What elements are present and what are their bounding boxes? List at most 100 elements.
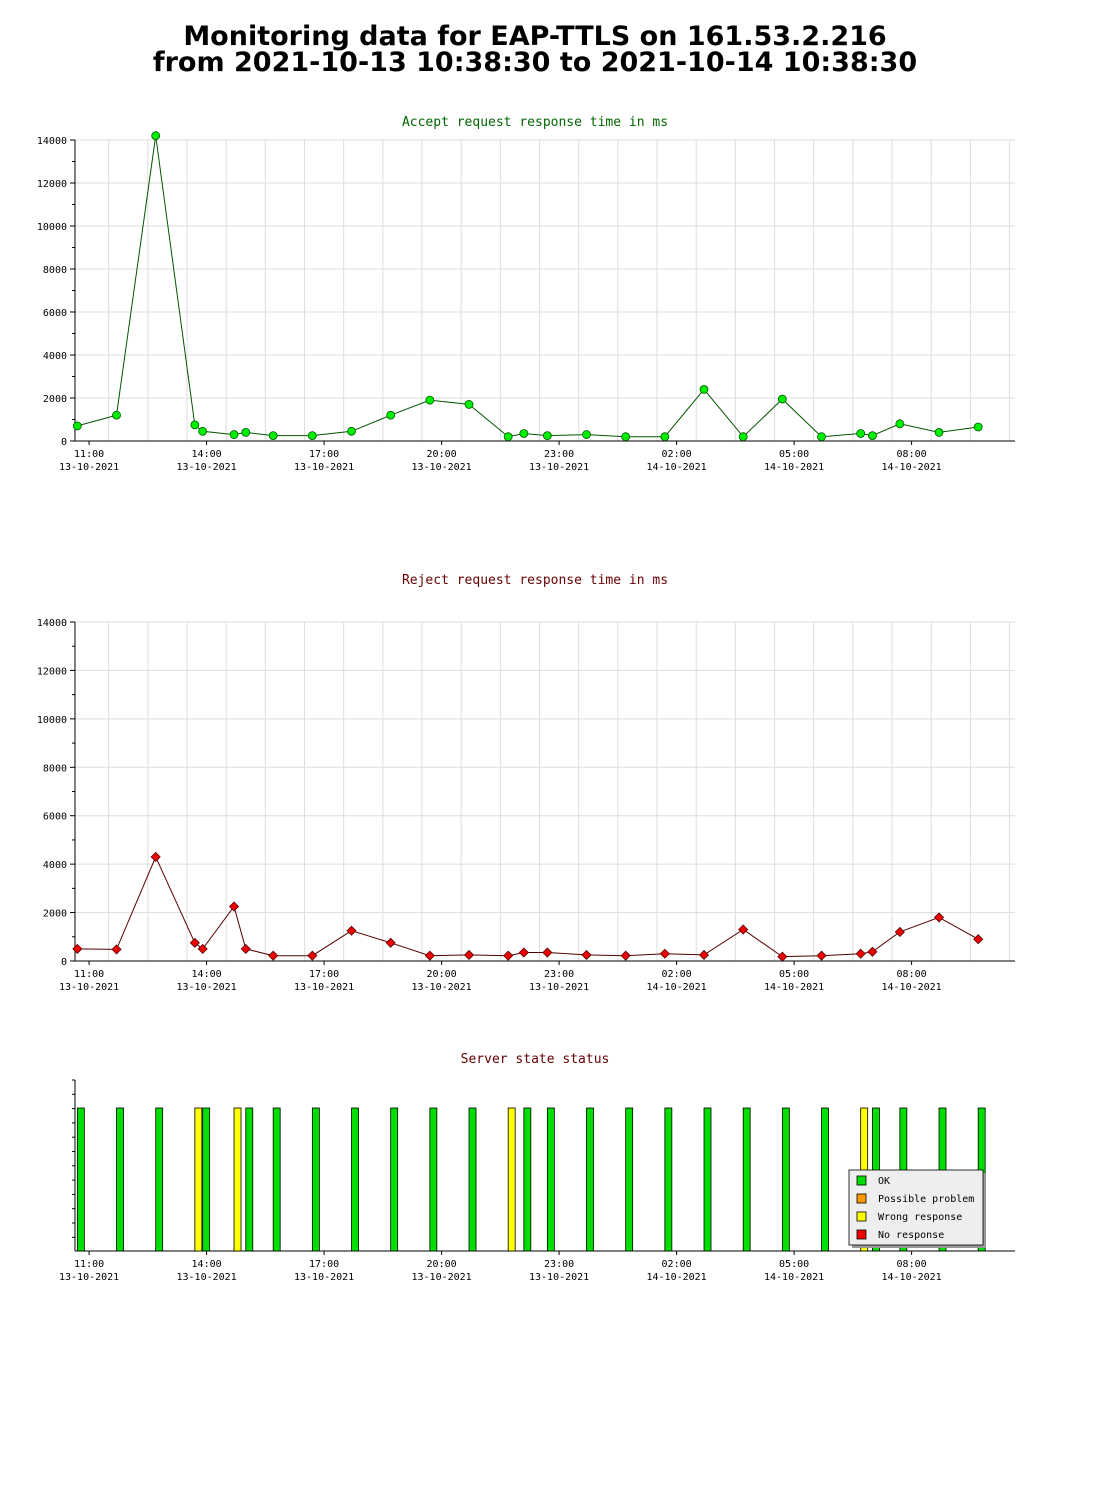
accept-data-point [973,422,983,432]
legend-label: Wrong response [878,1212,962,1223]
reject-data-point [894,926,905,938]
reject-x-tick-label: 20:00 [427,969,457,980]
status-bar [351,1107,359,1252]
status-bar [272,1107,281,1252]
reject-data-point [240,943,251,954]
legend-box [848,1169,984,1246]
accept-data-point [241,427,251,437]
status-bar [155,1107,164,1252]
accept-data-point [72,421,82,431]
status-bar [390,1107,399,1252]
status-x-tick-label: 17:00 [309,1259,339,1270]
reject-y-tick-label: 0 [61,957,67,968]
status-bar [546,1107,555,1252]
accept-data-point [425,395,435,405]
accept-x-tick-date: 13-10-2021 [294,462,354,473]
status-bar [429,1107,438,1252]
reject-x-tick-label: 23:00 [544,969,574,980]
status-bar [233,1107,242,1252]
status-bar [116,1107,124,1252]
status-bar [76,1107,85,1252]
status-x-tick-label: 11:00 [74,1259,104,1270]
reject-data-point [463,949,475,961]
accept-data-point [519,429,529,438]
reject-data-point [518,947,529,958]
accept-data-point [542,431,552,441]
accept-x-tick-date: 14-10-2021 [881,462,941,473]
accept-y-tick-label: 4000 [43,351,67,362]
status-x-tick-date: 13-10-2021 [411,1272,471,1283]
accept-data-point [198,426,208,436]
accept-x-tick-label: 17:00 [309,449,339,460]
status-bar [523,1107,532,1252]
reject-data-point [867,946,878,957]
status-bar [664,1107,673,1252]
reject-y-tick-label: 8000 [43,763,67,774]
reject-y-tick-label: 6000 [43,812,67,823]
status-bar [625,1107,634,1252]
accept-data-point [817,432,826,442]
accept-data-point [777,394,787,404]
status-x-tick-label: 02:00 [662,1259,692,1270]
reject-data-point [503,950,514,961]
reject-data-point [659,948,670,959]
accept-series-line [77,135,979,438]
status-bar [245,1107,254,1252]
reject-data-point [816,950,827,961]
reject-data-point [346,925,357,936]
legend-swatch [856,1193,867,1204]
status-x-tick-date: 13-10-2021 [176,1272,236,1283]
reject-x-tick-label: 17:00 [309,969,339,980]
status-bar [507,1107,516,1252]
reject-data-point [150,851,161,862]
reject-y-tick-label: 14000 [37,618,67,629]
reject-data-point [581,949,592,961]
status-x-tick-date: 13-10-2021 [529,1272,589,1283]
accept-x-tick-date: 14-10-2021 [646,462,706,473]
accept-y-tick-label: 8000 [43,265,67,276]
accept-x-tick-date: 14-10-2021 [764,462,824,473]
reject-data-point [698,949,710,961]
status-bar [781,1107,790,1252]
reject-x-tick-label: 05:00 [779,969,809,980]
accept-chart-title: Accept request response time in ms [402,115,668,130]
accept-x-tick-date: 13-10-2021 [59,462,119,473]
accept-data-point [190,420,200,430]
reject-data-point [973,934,984,945]
reject-data-point [228,901,240,912]
accept-data-point [660,432,670,442]
reject-x-tick-label: 14:00 [192,969,222,980]
reject-data-point [197,943,208,954]
accept-x-tick-label: 05:00 [779,449,809,460]
reject-data-point [777,951,788,962]
reject-chart-title: Reject request response time in ms [402,573,668,588]
accept-x-tick-label: 08:00 [897,449,927,460]
status-x-tick-date: 13-10-2021 [294,1272,354,1283]
reject-data-point [189,937,200,948]
accept-data-point [934,427,944,437]
accept-x-tick-date: 13-10-2021 [176,462,236,473]
reject-data-point [738,924,749,935]
legend-label: No response [878,1230,944,1241]
reject-x-tick-date: 13-10-2021 [529,982,589,993]
reject-x-tick-date: 13-10-2021 [176,982,236,993]
status-bar [202,1107,211,1252]
accept-x-tick-label: 20:00 [427,449,457,460]
reject-data-point [620,950,631,961]
status-chart: 11:00 13-10-2021 14:00 13-10-2021 17:00 13-10… [59,1079,1015,1283]
accept-data-point [868,431,877,441]
reject-series-line [77,855,979,958]
reject-x-tick-date: 14-10-2021 [764,982,824,993]
reject-y-tick-label: 2000 [43,909,67,920]
status-bar [194,1107,203,1252]
accept-x-tick-date: 13-10-2021 [529,462,589,473]
reject-x-tick-label: 08:00 [897,969,927,980]
title-line-2: from 2021-10-13 10:38:30 to 2021-10-14 1… [152,47,918,78]
reject-x-tick-label: 11:00 [74,969,104,980]
reject-y-tick-label: 10000 [37,715,67,726]
accept-x-tick-label: 14:00 [192,449,222,460]
accept-y-tick-label: 2000 [43,394,67,405]
reject-y-tick-label: 12000 [37,666,67,677]
reject-x-tick-label: 02:00 [662,969,692,980]
status-bar [821,1107,829,1252]
